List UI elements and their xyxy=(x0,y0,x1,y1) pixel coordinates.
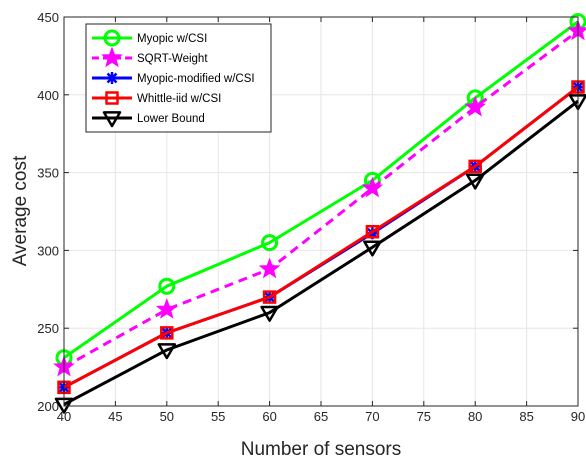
x-tick-label: 75 xyxy=(417,409,431,424)
data-point xyxy=(468,159,482,174)
data-point xyxy=(262,290,277,304)
x-tick-label: 40 xyxy=(57,409,71,424)
x-tick-label: 55 xyxy=(211,409,225,424)
legend-label: Myopic w/CSI xyxy=(137,33,207,45)
x-tick-label: 65 xyxy=(314,409,328,424)
legend-entry: Lower Bound xyxy=(92,111,205,128)
y-tick-label: 450 xyxy=(37,10,59,25)
data-point xyxy=(157,343,177,360)
data-point xyxy=(155,298,178,319)
legend-entry: Whittle-iid w/CSI xyxy=(92,91,221,105)
legend-swatch-marker xyxy=(102,111,122,128)
data-point xyxy=(261,234,279,252)
series-layer xyxy=(53,13,586,414)
data-point xyxy=(361,176,384,198)
y-tick-label: 400 xyxy=(37,88,59,103)
x-tick-label: 70 xyxy=(365,409,379,424)
legend-swatch-marker xyxy=(103,29,121,47)
x-tick-label: 50 xyxy=(160,409,174,424)
legend-entry: SQRT-Weight xyxy=(92,46,208,68)
data-point xyxy=(465,173,485,190)
series-5 xyxy=(54,94,586,414)
legend-label: Whittle-iid w/CSI xyxy=(137,93,221,105)
x-axis-label: Number of sensors xyxy=(241,439,402,460)
y-tick-label: 200 xyxy=(37,399,59,414)
legend-entry: Myopic-modified w/CSI xyxy=(92,72,255,85)
legend-swatch-marker xyxy=(101,46,123,68)
data-point xyxy=(160,326,174,340)
x-tick-label: 45 xyxy=(108,409,122,424)
data-point xyxy=(464,95,487,117)
legend-swatch-marker xyxy=(106,72,118,84)
ticks: 40 45 50 55 60 65 70 75 80 85 90 200 250 300 350 400 450 xyxy=(37,10,585,424)
x-tick-label: 80 xyxy=(468,409,482,424)
x-tick-label: 90 xyxy=(571,409,585,424)
legend-swatch-marker xyxy=(105,91,119,105)
y-tick-label: 300 xyxy=(37,243,59,258)
y-tick-label: 350 xyxy=(37,166,59,181)
x-tick-label: 60 xyxy=(262,409,276,424)
series-line xyxy=(63,99,579,406)
legend-swatch-marker-stroke xyxy=(106,72,118,84)
legend-entry: Myopic w/CSI xyxy=(92,29,207,47)
legend-label: SQRT-Weight xyxy=(137,53,208,65)
data-point xyxy=(258,257,281,279)
legend-label: Myopic-modified w/CSI xyxy=(137,73,255,85)
legend-label: Lower Bound xyxy=(137,113,205,125)
x-tick-label: 85 xyxy=(519,409,533,424)
data-point xyxy=(365,224,380,239)
series-line xyxy=(63,20,579,359)
data-point xyxy=(363,240,382,257)
series-line xyxy=(63,29,579,369)
data-point xyxy=(158,277,176,295)
legend: Myopic w/CSI SQRT-Weight Myopic-modified w… xyxy=(85,23,272,133)
data-point xyxy=(260,305,279,322)
y-tick-label: 250 xyxy=(37,321,59,336)
series-line xyxy=(63,85,579,389)
y-axis-label: Average cost xyxy=(10,155,31,266)
